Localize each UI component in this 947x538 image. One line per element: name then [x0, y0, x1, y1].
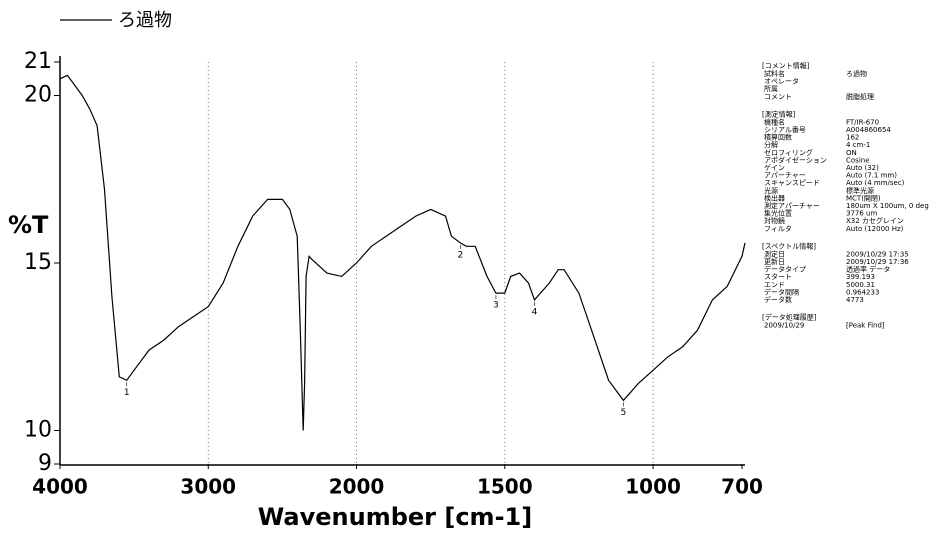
panel-label: 対物鏡	[764, 216, 785, 225]
panel-label: 積算回数	[764, 133, 792, 142]
panel-label: 測定日	[764, 249, 785, 258]
panel-label: データ数	[764, 295, 792, 304]
panel-value: 162	[846, 134, 859, 142]
panel-value: 透過率 データ	[846, 265, 890, 274]
x-tick-label: 3000	[180, 475, 236, 499]
x-tick-label: 1500	[477, 475, 533, 499]
panel-value: 0.964233	[846, 288, 879, 296]
panel-label: 集光位置	[764, 209, 792, 218]
panel-value: Auto (7.1 mm)	[846, 172, 897, 180]
panel-value: A004860654	[846, 126, 891, 134]
panel-label: スキャンスピード	[764, 179, 820, 187]
panel-label: オペレータ	[764, 77, 799, 86]
panel-label: エンド	[764, 281, 785, 289]
panel-label: 機種名	[764, 117, 785, 126]
panel-section-title: [測定情報]	[762, 109, 796, 118]
panel-value: ON	[846, 149, 857, 157]
y-tick-label: 15	[24, 250, 52, 275]
panel-value: 5000.31	[846, 281, 875, 289]
panel-label: アポダイゼーション	[764, 155, 827, 164]
y-tick-label: 20	[24, 83, 52, 108]
x-axis-title: Wavenumber [cm-1]	[258, 503, 532, 531]
x-tick-label: 4000	[32, 475, 88, 499]
panel-label: データ間隔	[764, 287, 799, 296]
panel-label: 測定アパーチャー	[764, 201, 820, 210]
panel-value: 2009/10/29 17:36	[846, 258, 909, 266]
panel-value: 4 cm-1	[846, 141, 870, 149]
y-tick-label: 21	[24, 49, 52, 74]
panel-label: 検出器	[764, 193, 785, 202]
panel-label: コメント	[764, 93, 792, 101]
panel-section-title: [スペクトル情報]	[762, 241, 816, 250]
panel-label: 分解	[764, 140, 778, 149]
panel-value: Auto (4 mm/sec)	[846, 179, 905, 187]
peak-label: 3	[493, 301, 499, 311]
legend-label: ろ過物	[118, 10, 172, 31]
panel-section-title: [コメント情報]	[762, 61, 810, 70]
panel-label: シリアル番号	[764, 126, 806, 134]
panel-value: 180um X 100um, 0 deg	[846, 202, 929, 210]
panel-label: データタイプ	[764, 265, 806, 274]
x-tick-label: 2000	[329, 475, 385, 499]
peak-label: 2	[457, 250, 463, 260]
panel-value: X32 カセグレイン	[846, 216, 904, 225]
spectrum-line	[59, 74, 746, 431]
panel-value: 3776 um	[846, 210, 877, 218]
panel-label: スタート	[764, 272, 792, 281]
y-tick-label: 9	[38, 451, 52, 476]
panel-value: 2009/10/29 17:35	[846, 250, 909, 258]
y-tick-label: 10	[24, 418, 52, 443]
peak-label: 1	[124, 388, 130, 398]
panel-value: FT/IR-670	[846, 118, 879, 126]
panel-value: MCT(開閉)	[846, 194, 881, 202]
panel-value: 標準光源	[846, 186, 874, 195]
panel-label: 所属	[764, 84, 778, 93]
panel-value: Cosine	[846, 156, 870, 164]
panel-value: 399.193	[846, 273, 875, 281]
y-axis-title: %T	[8, 211, 49, 239]
panel-label: 光源	[764, 186, 778, 195]
peak-label: 4	[532, 307, 538, 317]
panel-value: 4773	[846, 296, 864, 304]
panel-label: アパーチャー	[764, 172, 806, 180]
panel-value: 脱脂処理	[846, 92, 874, 101]
x-tick-label: 700	[721, 475, 763, 499]
panel-value: Auto (12000 Hz)	[846, 225, 904, 233]
panel-label: 試料名	[764, 69, 785, 78]
panel-label: 更新日	[764, 257, 785, 266]
panel-label: ゲイン	[764, 163, 785, 172]
panel-value: Auto (32)	[846, 164, 879, 172]
peak-label: 5	[621, 408, 627, 418]
panel-label: フィルタ	[764, 224, 792, 233]
x-tick-label: 1000	[625, 475, 681, 499]
panel-value: ろ過物	[846, 69, 867, 78]
panel-label: 2009/10/29	[764, 322, 804, 330]
panel-section-title: [データ処理履歴]	[762, 313, 817, 322]
panel-value: [Peak Find]	[846, 322, 885, 330]
panel-label: ゼロフィリング	[764, 148, 813, 157]
